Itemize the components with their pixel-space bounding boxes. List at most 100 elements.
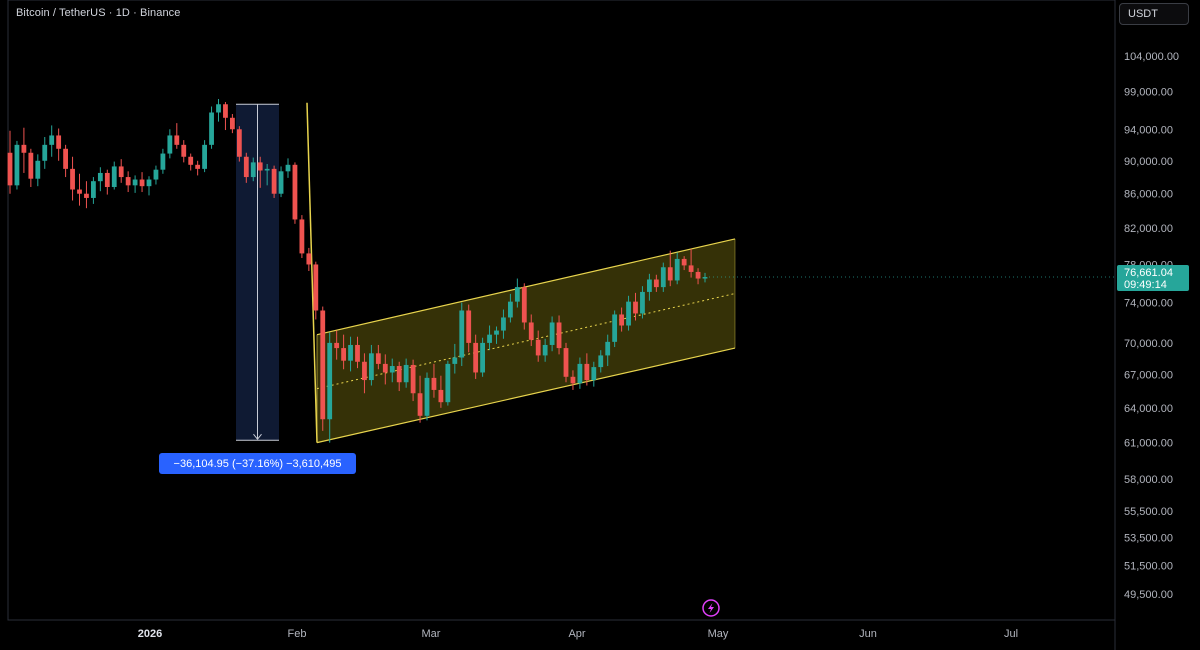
candle-body	[14, 144, 20, 186]
candle-body	[174, 135, 180, 145]
channel-lower-line[interactable]	[316, 347, 736, 444]
candle-body	[285, 164, 291, 172]
candle-body	[271, 168, 277, 194]
candle-body	[653, 279, 659, 288]
candle-body	[681, 258, 687, 266]
currency-button[interactable]: USDT	[1119, 3, 1189, 25]
candle-body	[63, 148, 68, 169]
candle-body	[431, 377, 437, 390]
candle-body	[674, 258, 680, 281]
candle-body	[334, 342, 340, 349]
candle-body	[702, 277, 708, 279]
candle-body	[591, 367, 597, 381]
candle-body	[396, 366, 402, 383]
price-tick-label: 67,000.00	[1124, 370, 1173, 382]
symbol-title: Bitcoin / TetherUS · 1D · Binance	[16, 7, 181, 19]
price-tick-label: 70,000.00	[1124, 338, 1173, 350]
parallel-channel[interactable]	[306, 102, 736, 444]
last-price-label: 76,661.04	[1124, 267, 1173, 279]
candle-body	[341, 348, 346, 361]
time-axis[interactable]: 2026 Feb Mar Apr May Jun Jul	[138, 628, 1018, 640]
candle-body	[688, 265, 694, 272]
candle-body	[403, 364, 409, 383]
time-tick-label: Jul	[1004, 628, 1018, 640]
time-tick-label: 2026	[138, 628, 162, 640]
candle-body	[216, 104, 221, 113]
candle-body	[452, 357, 458, 364]
candle-body	[417, 393, 423, 416]
price-tick-label: 53,500.00	[1124, 533, 1173, 545]
candle-body	[160, 153, 166, 170]
candle-body	[7, 152, 13, 186]
candle-body	[660, 267, 666, 288]
candle-body	[445, 363, 451, 403]
price-tick-label: 104,000.00	[1124, 51, 1179, 63]
candle-body	[459, 310, 465, 358]
candle-body	[327, 342, 333, 420]
candle-body	[195, 164, 201, 169]
candle-body	[619, 314, 624, 326]
candle-body	[132, 179, 138, 186]
candle-body	[230, 117, 235, 130]
candle-body	[424, 377, 430, 416]
candle-body	[146, 179, 152, 187]
price-tick-label: 74,000.00	[1124, 298, 1173, 310]
candle-body	[438, 389, 444, 403]
candle-body	[250, 162, 256, 178]
candle-body	[584, 363, 590, 381]
channel-mid-line	[316, 293, 736, 390]
candle-body	[382, 363, 388, 373]
candle-body	[292, 164, 298, 220]
candle-body	[473, 342, 479, 373]
candle-body	[369, 353, 374, 381]
time-tick-label: Jun	[859, 628, 877, 640]
candle-body	[605, 341, 611, 356]
price-tick-label: 58,000.00	[1124, 474, 1173, 486]
candle-body	[695, 271, 701, 279]
candle-body	[521, 287, 527, 323]
price-tick-label: 94,000.00	[1124, 124, 1173, 136]
candle-body	[104, 172, 110, 188]
candle-body	[563, 348, 569, 377]
selloff-trend-line[interactable]	[306, 102, 318, 443]
candle-body	[570, 376, 576, 384]
candle-body	[501, 317, 506, 331]
candle-body	[320, 310, 326, 420]
candles	[7, 99, 708, 443]
candle-body	[77, 189, 82, 194]
candle-body	[243, 156, 249, 178]
candle-body	[28, 152, 34, 179]
time-tick-label: May	[708, 628, 729, 640]
candle-body	[139, 179, 145, 187]
price-tick-label: 61,000.00	[1124, 438, 1173, 450]
candle-body	[111, 166, 117, 188]
channel-fill	[317, 238, 735, 443]
candle-body	[236, 129, 242, 157]
candle-body	[556, 322, 562, 349]
price-tick-label: 49,500.00	[1124, 589, 1173, 601]
lightning-icon[interactable]	[702, 599, 720, 617]
last-price-tag	[1117, 265, 1189, 292]
channel-upper-line[interactable]	[316, 238, 736, 336]
candle-body	[56, 135, 62, 149]
candle-body	[487, 334, 492, 343]
measure-label: −36,104.95 (−37.16%) −3,610,495	[174, 458, 342, 470]
measure-tool[interactable]: −36,104.95 (−37.16%) −3,610,495	[159, 103, 356, 474]
price-tick-label: 99,000.00	[1124, 87, 1173, 99]
candle-body	[667, 267, 673, 281]
candle-body	[577, 363, 583, 384]
price-axis[interactable]: 104,000.00 99,000.00 94,000.00 90,000.00 86,…	[1124, 51, 1179, 601]
arrow-down-icon	[253, 433, 262, 441]
candle-body	[549, 322, 555, 345]
candle-body	[647, 279, 652, 292]
time-tick-label: Feb	[288, 628, 307, 640]
time-tick-label: Apr	[568, 628, 585, 640]
candle-body	[375, 353, 381, 364]
bar-countdown-label: 09:49:14	[1124, 279, 1167, 291]
candle-body	[91, 181, 96, 198]
candle-body	[528, 322, 534, 340]
candle-body	[410, 364, 416, 394]
